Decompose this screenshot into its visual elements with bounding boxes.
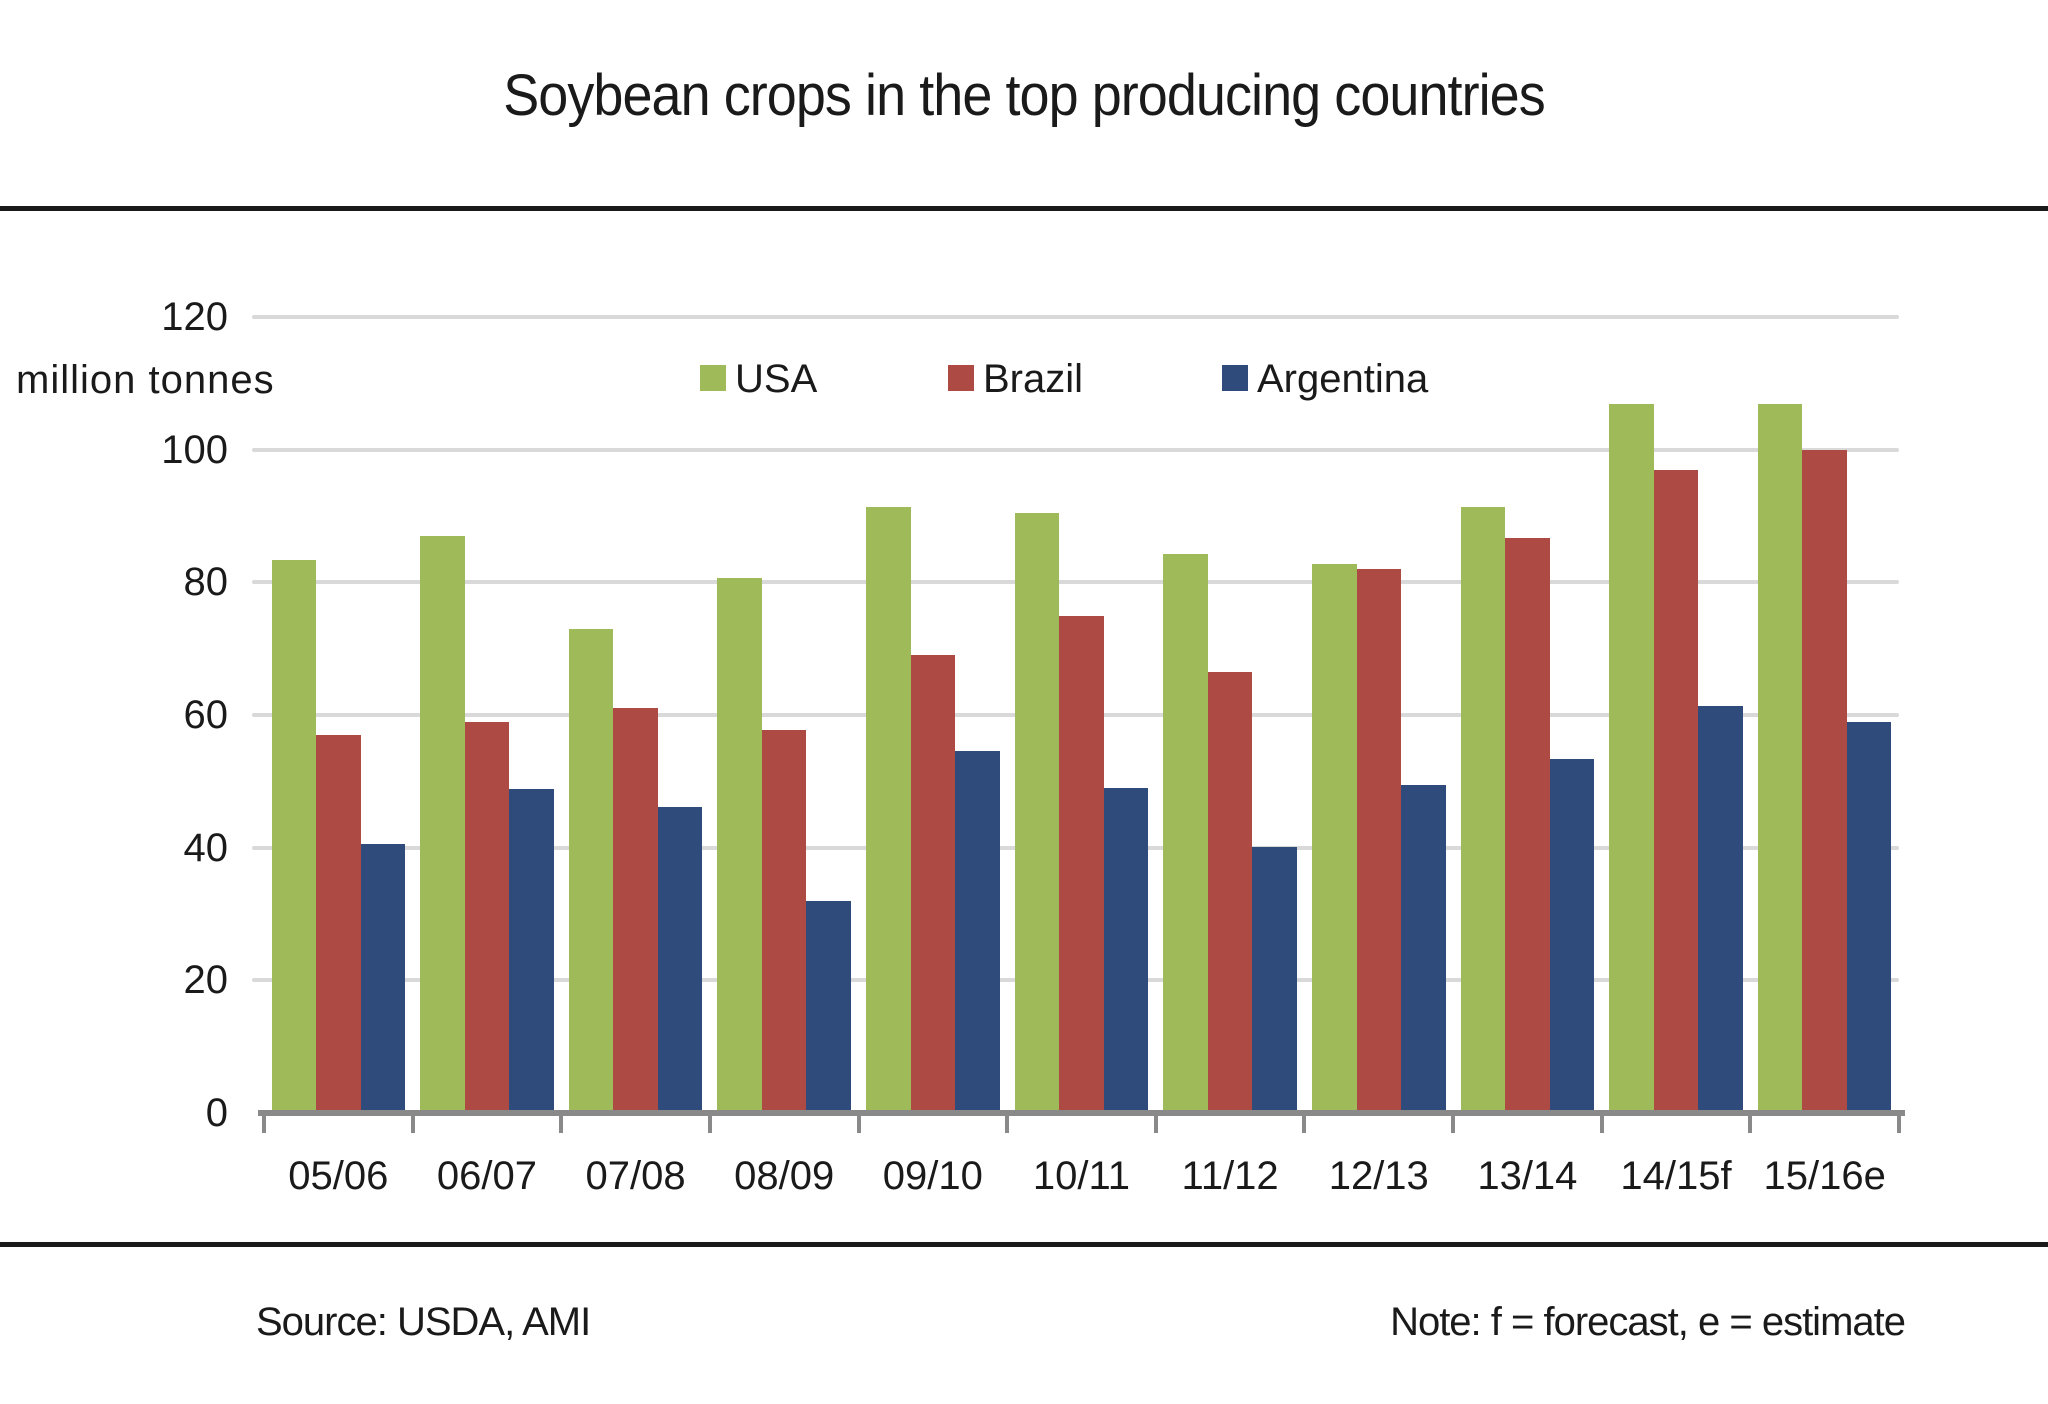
bar-usa-14/15f xyxy=(1609,403,1654,1113)
bar-brazil-10/11 xyxy=(1059,615,1104,1113)
bar-brazil-13/14 xyxy=(1505,537,1550,1113)
gridline-120 xyxy=(252,315,1899,319)
x-tick-label-13/14: 13/14 xyxy=(1477,1154,1578,1198)
y-tick-label-0: 0 xyxy=(205,1091,228,1135)
x-axis-tick-9 xyxy=(1599,1113,1604,1133)
bar-argentina-06/07 xyxy=(509,789,554,1113)
bar-argentina-13/14 xyxy=(1549,758,1595,1113)
bar-argentina-08/09 xyxy=(806,900,851,1113)
bar-usa-08/09 xyxy=(717,577,762,1113)
x-axis-tick-5 xyxy=(1005,1113,1010,1133)
gridline-100 xyxy=(252,447,1899,452)
x-axis-tick-6 xyxy=(1153,1113,1158,1133)
y-tick-label-120: 120 xyxy=(161,295,228,339)
x-tick-label-10/11: 10/11 xyxy=(1032,1154,1131,1198)
gridline-80 xyxy=(252,580,1899,585)
bar-brazil-08/09 xyxy=(761,729,807,1113)
bar-argentina-07/08 xyxy=(657,806,703,1113)
bar-argentina-15/16e xyxy=(1846,721,1892,1113)
bar-brazil-15/16e xyxy=(1802,449,1847,1113)
source-text: Source: USDA, AMI xyxy=(256,1300,591,1344)
bar-argentina-12/13 xyxy=(1401,785,1446,1113)
bar-argentina-05/06 xyxy=(360,844,406,1113)
x-tick-label-07/08: 07/08 xyxy=(585,1154,686,1198)
y-tick-label-40: 40 xyxy=(183,825,229,870)
x-tick-label-11/12: 11/12 xyxy=(1181,1154,1279,1198)
bar-argentina-09/10 xyxy=(955,751,1000,1113)
note-text: Note: f = forecast, e = estimate xyxy=(1390,1300,1906,1344)
x-tick-label-08/09: 08/09 xyxy=(734,1154,835,1198)
x-axis-tick-0 xyxy=(262,1113,266,1133)
legend-swatch-usa xyxy=(700,365,726,391)
x-tick-label-15/16e: 15/16e xyxy=(1763,1154,1886,1198)
x-axis-tick-7 xyxy=(1302,1113,1307,1133)
x-axis-tick-10 xyxy=(1748,1113,1753,1133)
bar-brazil-11/12 xyxy=(1207,671,1253,1113)
x-tick-label-09/10: 09/10 xyxy=(882,1154,983,1198)
bar-brazil-14/15f xyxy=(1653,469,1699,1113)
x-tick-label-12/13: 12/13 xyxy=(1328,1154,1429,1198)
bar-argentina-10/11 xyxy=(1103,787,1149,1113)
legend-label-usa: USA xyxy=(735,357,818,401)
bar-usa-07/08 xyxy=(568,629,614,1113)
legend-label-brazil: Brazil xyxy=(983,357,1084,401)
bar-usa-13/14 xyxy=(1460,506,1506,1113)
bar-brazil-07/08 xyxy=(613,708,658,1113)
y-tick-label-20: 20 xyxy=(183,958,229,1003)
x-axis-tick-8 xyxy=(1451,1113,1456,1133)
x-tick-label-14/15f: 14/15f xyxy=(1620,1154,1732,1198)
y-tick-label-100: 100 xyxy=(161,427,228,472)
bottom-rule xyxy=(0,1242,2048,1247)
bar-brazil-06/07 xyxy=(464,721,510,1113)
legend-swatch-brazil xyxy=(948,365,974,391)
y-tick-label-80: 80 xyxy=(183,560,229,605)
bar-brazil-05/06 xyxy=(316,734,361,1113)
x-tick-label-05/06: 05/06 xyxy=(288,1154,389,1198)
x-axis-tick-3 xyxy=(707,1113,712,1133)
x-axis-line xyxy=(258,1110,1905,1116)
bar-usa-15/16e xyxy=(1757,403,1803,1113)
bar-argentina-14/15f xyxy=(1698,705,1743,1113)
bar-brazil-09/10 xyxy=(910,655,956,1113)
bar-usa-09/10 xyxy=(866,506,911,1113)
x-axis-tick-1 xyxy=(410,1113,415,1133)
bar-brazil-12/13 xyxy=(1356,569,1402,1113)
x-tick-label-06/07: 06/07 xyxy=(436,1154,537,1198)
bar-argentina-11/12 xyxy=(1252,847,1297,1113)
bar-usa-06/07 xyxy=(420,535,465,1113)
top-rule xyxy=(0,206,2048,211)
x-axis-tick-2 xyxy=(559,1113,564,1133)
x-axis-tick-11 xyxy=(1897,1113,1901,1133)
y-tick-label-60: 60 xyxy=(183,693,229,737)
bar-usa-11/12 xyxy=(1163,554,1208,1113)
x-axis-tick-4 xyxy=(856,1113,861,1133)
chart-title: Soybean crops in the top producing count… xyxy=(503,63,1546,128)
y-axis-unit-label: million tonnes xyxy=(16,358,275,402)
bar-usa-12/13 xyxy=(1312,564,1357,1113)
bar-usa-05/06 xyxy=(271,559,317,1113)
bar-usa-10/11 xyxy=(1014,512,1060,1113)
legend-label-argentina: Argentina xyxy=(1257,357,1429,401)
legend-swatch-argentina xyxy=(1222,365,1248,391)
